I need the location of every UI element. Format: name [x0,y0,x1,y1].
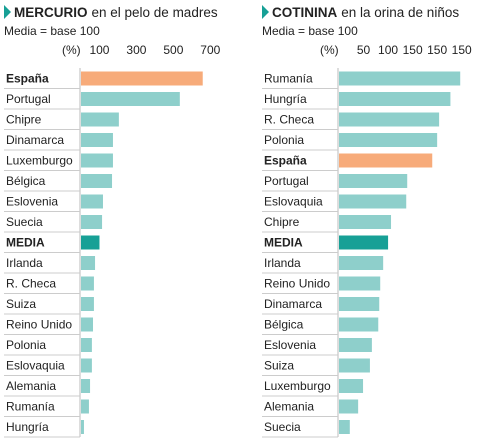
bar [81,194,103,209]
x-tick-label: 500 [163,43,183,57]
bar [81,174,113,188]
title-detail: en la orina de niños [341,5,459,20]
bar [339,112,440,127]
bar [81,399,89,414]
title-icon [262,5,269,19]
bar [81,133,113,147]
x-tick-label: 150 [403,43,423,57]
bar [81,71,203,86]
bar [339,379,364,393]
category-label: Suecia [264,420,301,434]
category-label: España [6,71,49,85]
category-label: Eslovenia [264,338,316,352]
category-label: Suecia [6,215,43,229]
bar [81,153,113,168]
category-label: Chipre [264,215,300,229]
bar [81,379,91,393]
category-label: Eslovaquia [264,194,323,208]
bar [81,235,100,250]
category-label: Irlanda [6,256,43,270]
category-label: R. Checa [264,112,314,126]
bar [81,92,180,106]
category-label: Bélgica [6,174,46,188]
bar [81,317,94,332]
bar [339,174,408,188]
category-label: MEDIA [6,235,45,249]
title-bold: MERCURIO [14,5,88,20]
x-tick-label: 300 [126,43,146,57]
category-label: Bélgica [264,317,304,331]
category-label: Portugal [6,92,51,106]
bar [339,235,389,250]
category-label: Rumanía [264,71,313,85]
category-label: España [264,153,307,167]
category-label: Dinamarca [264,297,322,311]
category-label: Polonia [6,338,46,352]
category-label: R. Checa [6,276,56,290]
chart-title: MERCURIO en el pelo de madres [14,5,218,20]
category-label: Dinamarca [6,133,64,147]
category-label: Portugal [264,174,309,188]
chart-title: COTININA en la orina de niños [272,5,459,20]
bar [81,256,96,270]
x-tick-label: 150 [452,43,472,57]
bar [339,215,392,229]
x-tick-label: 700 [200,43,220,57]
category-label: Rumanía [6,399,55,413]
bar [339,133,438,147]
title-detail: en el pelo de madres [92,5,218,20]
bar [339,420,350,434]
category-label: Hungría [6,420,49,434]
category-label: Reino Unido [264,276,330,290]
bar [339,153,433,168]
bar [81,420,84,434]
bar [339,256,384,270]
bar [81,358,92,373]
category-label: Alemania [264,399,314,413]
bar [339,297,380,311]
category-label: Suiza [6,297,36,311]
bar [339,71,461,86]
category-label: Eslovaquia [6,358,65,372]
bar [339,358,370,373]
bar [81,338,92,352]
title-bold: COTININA [272,5,337,20]
x-tick-label: 100 [89,43,109,57]
bar [81,215,103,229]
subtitle: Media = base 100 [262,24,358,38]
category-label: Alemania [6,379,56,393]
category-label: Polonia [264,133,304,147]
category-label: Hungría [264,92,307,106]
category-label: Luxemburgo [264,379,331,393]
category-label: Chipre [6,112,42,126]
category-label: Suiza [264,358,294,372]
bar [81,276,94,291]
title-icon [4,5,11,19]
bar [81,112,119,127]
x-tick-label: 150 [427,43,447,57]
bar [81,297,94,311]
x-tick-label: 100 [378,43,398,57]
bar [339,276,381,291]
category-label: Irlanda [264,256,301,270]
category-label: MEDIA [264,235,303,249]
category-label: Eslovenia [6,194,58,208]
bar [339,338,372,352]
subtitle: Media = base 100 [4,24,100,38]
bar [339,194,407,209]
x-axis-label: (%) [320,43,339,57]
category-label: Luxemburgo [6,153,73,167]
x-axis-label: (%) [62,43,81,57]
bar [339,399,359,414]
category-label: Reino Unido [6,317,72,331]
x-tick-label: 50 [357,43,371,57]
bar [339,317,379,332]
bar [339,92,451,106]
